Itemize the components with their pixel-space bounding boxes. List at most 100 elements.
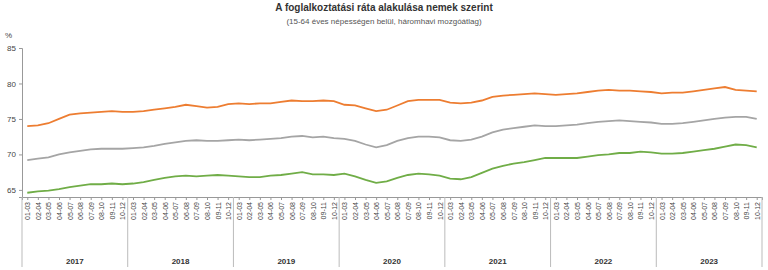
x-tick-label: 01-03 — [236, 202, 243, 220]
x-tick-label: 07-09 — [722, 202, 729, 220]
x-tick-label: 02-04 — [246, 202, 253, 220]
x-tick-label: 04-06 — [479, 202, 486, 220]
subtitle: (15-64 éves népességen belül, háromhavi … — [286, 17, 482, 26]
x-tick: 04-06 — [162, 197, 169, 220]
lines — [27, 87, 756, 193]
x-tick: 09-11 — [637, 197, 644, 219]
x-tick-mark — [344, 197, 345, 200]
x-tick-mark — [144, 197, 145, 200]
x-tick-mark — [714, 197, 715, 200]
x-tick-label: 09-11 — [743, 202, 750, 219]
x-tick-mark — [725, 197, 726, 200]
x-tick: 08-10 — [521, 197, 528, 220]
x-tick: 03-05 — [574, 197, 581, 220]
x-tick-label: 08-10 — [204, 202, 211, 220]
x-tick-mark — [366, 197, 367, 200]
x-tick-mark — [260, 197, 261, 200]
x-tick-label: 02-04 — [669, 202, 676, 220]
x-tick: 08-10 — [415, 197, 422, 220]
x-tick-mark — [503, 197, 504, 200]
x-tick: 04-06 — [585, 197, 592, 220]
x-tick-label: 05-07 — [67, 202, 74, 220]
x-tick-label: 07-09 — [88, 202, 95, 220]
x-tick-mark — [588, 197, 589, 200]
x-tick: 05-07 — [595, 197, 602, 220]
x-tick-mark — [429, 197, 430, 200]
x-tick: 08-10 — [98, 197, 105, 220]
y-axis: 6570758085 — [7, 44, 22, 197]
x-tick: 10-12 — [542, 197, 549, 220]
x-tick-mark — [482, 197, 483, 200]
x-tick: 05-07 — [278, 197, 285, 220]
x-tick: 01-03 — [553, 197, 560, 220]
x-tick-label: 03-05 — [574, 202, 581, 220]
title: A foglalkoztatási ráta alakulása nemek s… — [275, 2, 493, 13]
x-tick-mark — [239, 197, 240, 200]
x-tick-mark — [630, 197, 631, 200]
x-tick-mark — [218, 197, 219, 200]
x-tick-mark — [514, 197, 515, 200]
x-tick-mark — [376, 197, 377, 200]
chart: A foglalkoztatási ráta alakulása nemek s… — [0, 0, 768, 270]
series-line — [27, 117, 756, 160]
x-tick: 02-04 — [352, 197, 359, 220]
x-tick: 09-11 — [743, 197, 750, 219]
x-tick-label: 05-07 — [595, 202, 602, 220]
x-tick-mark — [249, 197, 250, 200]
x-tick-label: 03-05 — [680, 202, 687, 220]
x-tick-label: 07-09 — [511, 202, 518, 220]
y-tick: 75 — [7, 115, 22, 124]
x-tick: 07-09 — [511, 197, 518, 220]
year-label: 2021 — [489, 257, 507, 266]
x-tick-label: 07-09 — [616, 202, 623, 220]
x-tick: 03-05 — [257, 197, 264, 220]
x-tick-mark — [440, 197, 441, 200]
x-tick-mark — [80, 197, 81, 200]
x-tick: 05-07 — [701, 197, 708, 220]
x-tick: 07-09 — [405, 197, 412, 220]
x-tick: 08-10 — [733, 197, 740, 220]
year-label: 2017 — [66, 257, 84, 266]
x-tick-label: 06-08 — [500, 202, 507, 220]
y-tick-mark — [19, 119, 22, 120]
x-tick-mark — [418, 197, 419, 200]
x-tick: 06-08 — [289, 197, 296, 220]
x-tick-mark — [535, 197, 536, 200]
x-tick-mark — [38, 197, 39, 200]
x-tick-mark — [598, 197, 599, 200]
x-tick-mark — [355, 197, 356, 200]
y-tick-label: 65 — [7, 186, 16, 195]
x-tick: 09-11 — [426, 197, 433, 219]
x-tick: 07-09 — [616, 197, 623, 220]
x-tick: 01-03 — [236, 197, 243, 220]
x-tick-mark — [154, 197, 155, 200]
x-tick: 04-06 — [373, 197, 380, 220]
x-tick: 02-04 — [669, 197, 676, 220]
x-tick: 01-03 — [447, 197, 454, 220]
y-tick-mark — [19, 48, 22, 49]
x-tick-label: 01-03 — [553, 202, 560, 220]
x-tick-label: 04-06 — [56, 202, 63, 220]
x-tick: 07-09 — [193, 197, 200, 220]
x-tick: 05-07 — [172, 197, 179, 220]
x-tick: 03-05 — [363, 197, 370, 220]
x-tick-label: 01-03 — [130, 202, 137, 220]
x-tick: 02-04 — [246, 197, 253, 220]
x-tick-mark — [662, 197, 663, 200]
x-tick-mark — [175, 197, 176, 200]
x-tick-mark — [609, 197, 610, 200]
x-tick-mark — [545, 197, 546, 200]
x-tick-mark — [461, 197, 462, 200]
x-tick-label: 04-06 — [690, 202, 697, 220]
x-tick: 05-07 — [67, 197, 74, 220]
x-tick-mark — [619, 197, 620, 200]
x-tick-label: 09-11 — [215, 202, 222, 219]
x-tick-label: 10-12 — [119, 202, 126, 220]
x-tick-label: 04-06 — [267, 202, 274, 220]
x-tick-mark — [746, 197, 747, 200]
y-tick-label: 75 — [7, 115, 16, 124]
x-tick-mark — [302, 197, 303, 200]
x-tick-label: 04-06 — [585, 202, 592, 220]
x-tick-label: 01-03 — [341, 202, 348, 220]
x-tick-mark — [556, 197, 557, 200]
